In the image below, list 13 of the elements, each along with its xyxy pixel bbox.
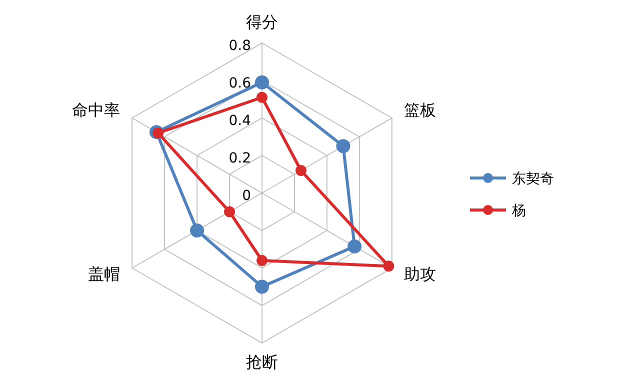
spoke-label: 篮板 xyxy=(404,100,436,120)
legend-label: 杨 xyxy=(511,202,526,219)
spoke-label: 抢断 xyxy=(246,352,278,372)
y-tick-label: 0.2 xyxy=(228,150,251,166)
y-tick-label: 0.8 xyxy=(228,38,251,54)
y-tick-label: 0.6 xyxy=(228,75,252,92)
y-tick-label: 0.4 xyxy=(228,112,252,129)
y-tick-label: 0 xyxy=(242,188,251,204)
legend-label: 东契奇 xyxy=(512,170,554,187)
spoke-label: 得分 xyxy=(246,12,278,32)
spoke-label: 助攻 xyxy=(404,264,436,284)
spoke-label: 盖帽 xyxy=(88,264,120,284)
spoke-label: 命中率 xyxy=(72,100,120,120)
